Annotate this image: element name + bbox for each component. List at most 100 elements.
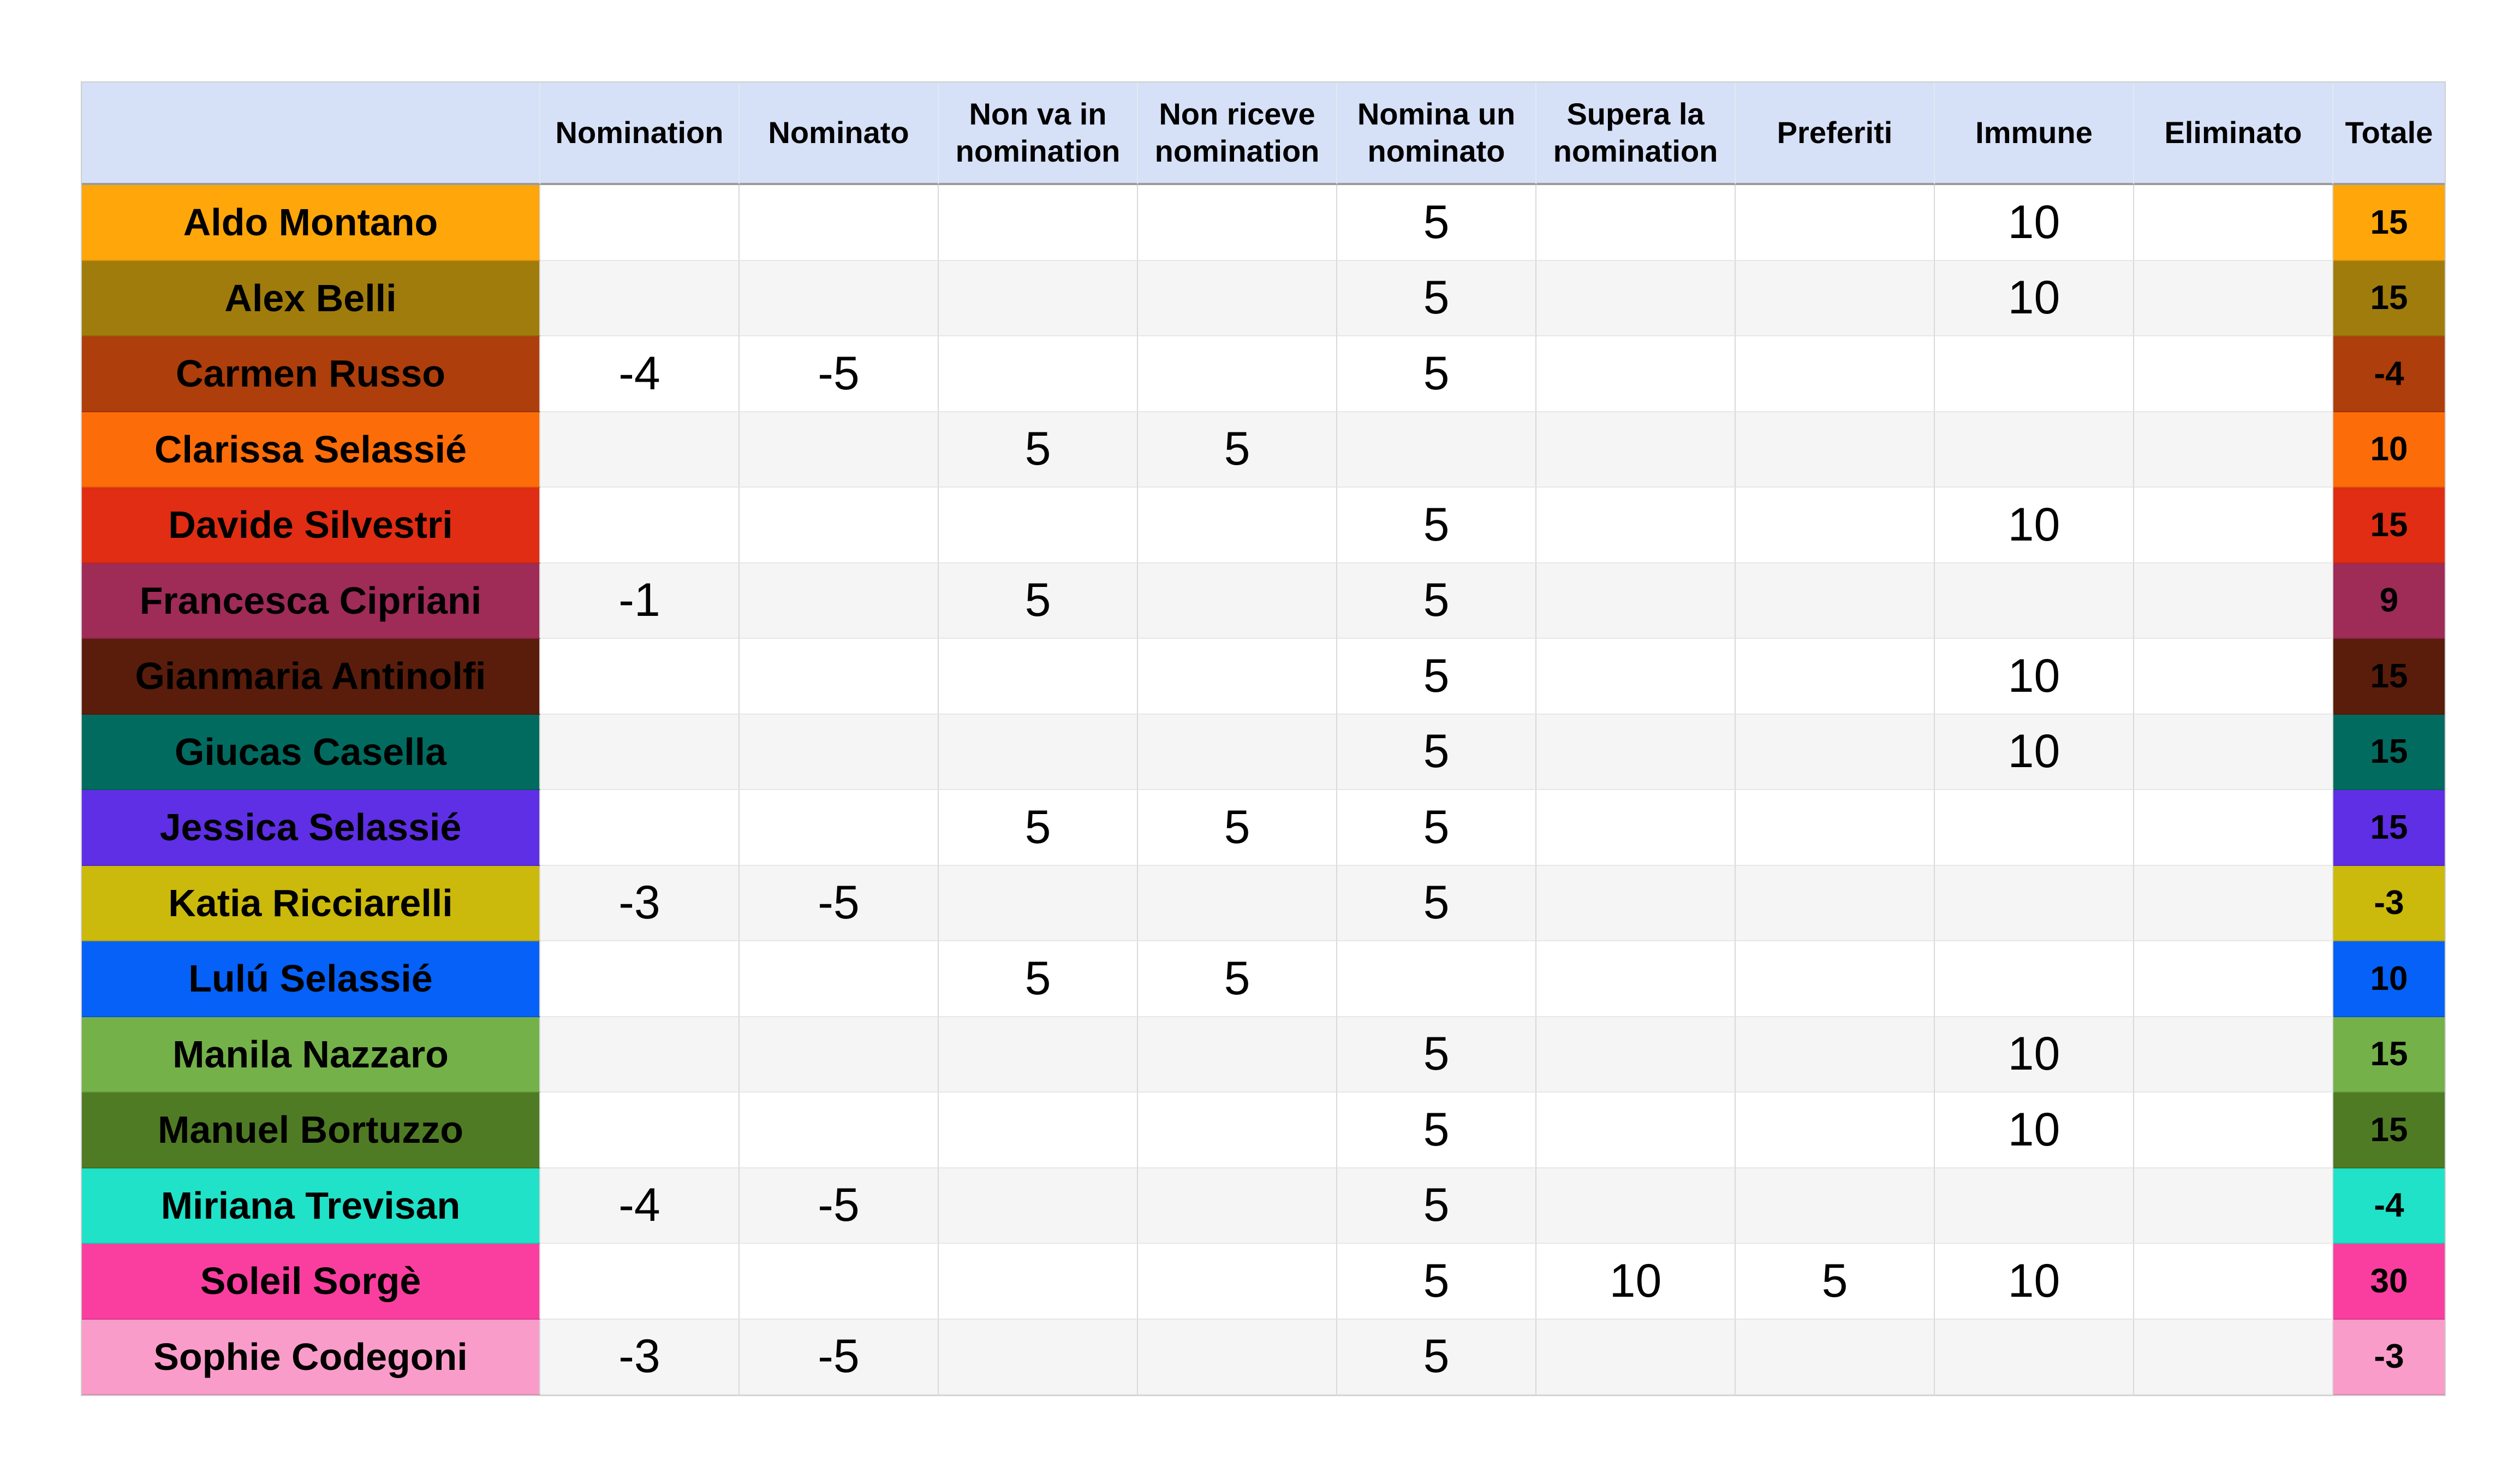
data-cell[interactable] [1536, 639, 1736, 715]
data-cell[interactable] [1138, 1017, 1337, 1093]
data-cell[interactable] [740, 790, 939, 866]
data-cell[interactable] [1935, 865, 2134, 941]
header-nominato[interactable]: Nominato [740, 82, 939, 185]
data-cell[interactable]: 5 [939, 790, 1138, 866]
data-cell[interactable] [2134, 488, 2333, 563]
data-cell[interactable] [1536, 563, 1736, 639]
data-cell[interactable]: -5 [740, 865, 939, 941]
total-cell[interactable]: -3 [2333, 1319, 2445, 1395]
data-cell[interactable] [939, 336, 1138, 412]
data-cell[interactable] [1138, 1319, 1337, 1395]
total-cell[interactable]: -4 [2333, 336, 2445, 412]
total-cell[interactable]: -3 [2333, 865, 2445, 941]
data-cell[interactable]: -5 [740, 1168, 939, 1244]
data-cell[interactable] [1536, 1319, 1736, 1395]
data-cell[interactable] [1935, 941, 2134, 1017]
data-cell[interactable] [2134, 1017, 2333, 1093]
data-cell[interactable] [1138, 1093, 1337, 1168]
data-cell[interactable]: 5 [939, 412, 1138, 488]
total-cell[interactable]: 10 [2333, 412, 2445, 488]
data-cell[interactable]: 5 [1337, 185, 1536, 261]
data-cell[interactable] [1138, 260, 1337, 336]
data-cell[interactable] [1536, 260, 1736, 336]
data-cell[interactable] [1736, 260, 1935, 336]
data-cell[interactable] [540, 488, 740, 563]
data-cell[interactable] [740, 714, 939, 790]
data-cell[interactable]: -3 [540, 865, 740, 941]
data-cell[interactable] [1736, 1093, 1935, 1168]
header-totale[interactable]: Totale [2333, 82, 2445, 185]
data-cell[interactable] [1138, 1244, 1337, 1320]
data-cell[interactable]: 10 [1935, 260, 2134, 336]
data-cell[interactable] [1736, 639, 1935, 715]
data-cell[interactable]: -1 [540, 563, 740, 639]
data-cell[interactable]: 5 [1736, 1244, 1935, 1320]
data-cell[interactable] [740, 488, 939, 563]
data-cell[interactable]: 10 [1935, 1017, 2134, 1093]
data-cell[interactable] [1736, 865, 1935, 941]
data-cell[interactable] [1536, 185, 1736, 261]
data-cell[interactable] [939, 488, 1138, 563]
data-cell[interactable] [939, 1319, 1138, 1395]
data-cell[interactable] [1536, 865, 1736, 941]
data-cell[interactable] [2134, 336, 2333, 412]
total-cell[interactable]: 15 [2333, 714, 2445, 790]
data-cell[interactable]: 5 [1337, 1017, 1536, 1093]
row-name-cell[interactable]: Miriana Trevisan [82, 1168, 540, 1244]
row-name-cell[interactable]: Manila Nazzaro [82, 1017, 540, 1093]
data-cell[interactable] [1935, 336, 2134, 412]
data-cell[interactable] [1536, 1017, 1736, 1093]
data-cell[interactable] [939, 1093, 1138, 1168]
data-cell[interactable]: -5 [740, 1319, 939, 1395]
header-preferiti[interactable]: Preferiti [1736, 82, 1935, 185]
data-cell[interactable] [1138, 488, 1337, 563]
data-cell[interactable] [1736, 185, 1935, 261]
data-cell[interactable] [2134, 1319, 2333, 1395]
data-cell[interactable]: 5 [1337, 1168, 1536, 1244]
total-cell[interactable]: 30 [2333, 1244, 2445, 1320]
data-cell[interactable] [2134, 1168, 2333, 1244]
data-cell[interactable] [1138, 185, 1337, 261]
data-cell[interactable] [740, 185, 939, 261]
data-cell[interactable]: 5 [1337, 260, 1536, 336]
data-cell[interactable]: 5 [939, 563, 1138, 639]
row-name-cell[interactable]: Davide Silvestri [82, 488, 540, 563]
data-cell[interactable]: -5 [740, 336, 939, 412]
total-cell[interactable]: 10 [2333, 941, 2445, 1017]
data-cell[interactable] [939, 714, 1138, 790]
data-cell[interactable] [1935, 790, 2134, 866]
data-cell[interactable] [1138, 336, 1337, 412]
data-cell[interactable] [540, 412, 740, 488]
data-cell[interactable] [2134, 714, 2333, 790]
row-name-cell[interactable]: Carmen Russo [82, 336, 540, 412]
row-name-cell[interactable]: Manuel Bortuzzo [82, 1093, 540, 1168]
data-cell[interactable] [1736, 1319, 1935, 1395]
data-cell[interactable] [740, 412, 939, 488]
data-cell[interactable] [939, 639, 1138, 715]
data-cell[interactable]: 5 [1337, 488, 1536, 563]
data-cell[interactable] [2134, 790, 2333, 866]
data-cell[interactable]: 5 [1138, 941, 1337, 1017]
data-cell[interactable] [2134, 941, 2333, 1017]
data-cell[interactable] [540, 185, 740, 261]
data-cell[interactable] [540, 790, 740, 866]
data-cell[interactable] [1536, 1093, 1736, 1168]
total-cell[interactable]: 15 [2333, 1093, 2445, 1168]
data-cell[interactable] [939, 1017, 1138, 1093]
data-cell[interactable] [2134, 412, 2333, 488]
data-cell[interactable] [1935, 563, 2134, 639]
data-cell[interactable] [740, 563, 939, 639]
total-cell[interactable]: 15 [2333, 185, 2445, 261]
data-cell[interactable]: 5 [1337, 1244, 1536, 1320]
data-cell[interactable] [2134, 1244, 2333, 1320]
data-cell[interactable] [2134, 1093, 2333, 1168]
data-cell[interactable]: 10 [1935, 1093, 2134, 1168]
data-cell[interactable]: -3 [540, 1319, 740, 1395]
row-name-cell[interactable]: Alex Belli [82, 260, 540, 336]
data-cell[interactable] [939, 1244, 1138, 1320]
data-cell[interactable] [540, 1093, 740, 1168]
row-name-cell[interactable]: Lulú Selassié [82, 941, 540, 1017]
row-name-cell[interactable]: Giucas Casella [82, 714, 540, 790]
total-cell[interactable]: 15 [2333, 1017, 2445, 1093]
total-cell[interactable]: -4 [2333, 1168, 2445, 1244]
